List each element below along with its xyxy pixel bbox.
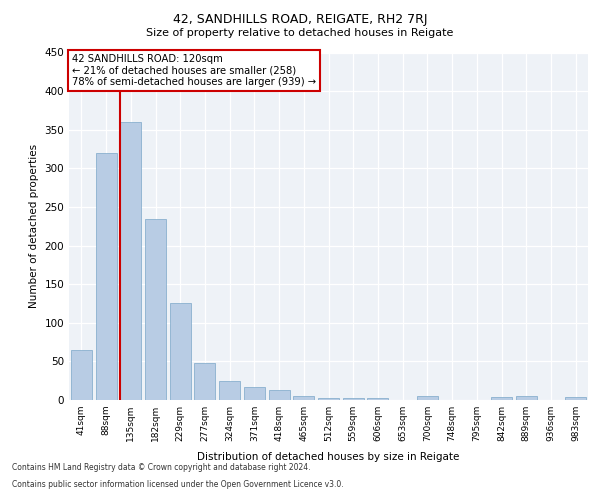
Bar [145,218,166,400]
Bar [367,398,388,400]
Bar [71,350,92,400]
Bar [95,153,116,400]
Bar [194,363,215,400]
Text: 42, SANDHILLS ROAD, REIGATE, RH2 7RJ: 42, SANDHILLS ROAD, REIGATE, RH2 7RJ [173,12,427,26]
Bar [269,390,290,400]
Bar [120,122,141,400]
Text: Contains HM Land Registry data © Crown copyright and database right 2024.: Contains HM Land Registry data © Crown c… [12,464,311,472]
Bar [244,387,265,400]
Bar [293,396,314,400]
Bar [491,397,512,400]
X-axis label: Distribution of detached houses by size in Reigate: Distribution of detached houses by size … [197,452,460,462]
Text: Contains public sector information licensed under the Open Government Licence v3: Contains public sector information licen… [12,480,344,489]
Text: Size of property relative to detached houses in Reigate: Size of property relative to detached ho… [146,28,454,38]
Bar [170,304,191,400]
Text: 42 SANDHILLS ROAD: 120sqm
← 21% of detached houses are smaller (258)
78% of semi: 42 SANDHILLS ROAD: 120sqm ← 21% of detac… [71,54,316,88]
Bar [417,396,438,400]
Bar [516,396,537,400]
Bar [565,397,586,400]
Bar [219,380,240,400]
Bar [318,398,339,400]
Bar [343,398,364,400]
Y-axis label: Number of detached properties: Number of detached properties [29,144,39,308]
